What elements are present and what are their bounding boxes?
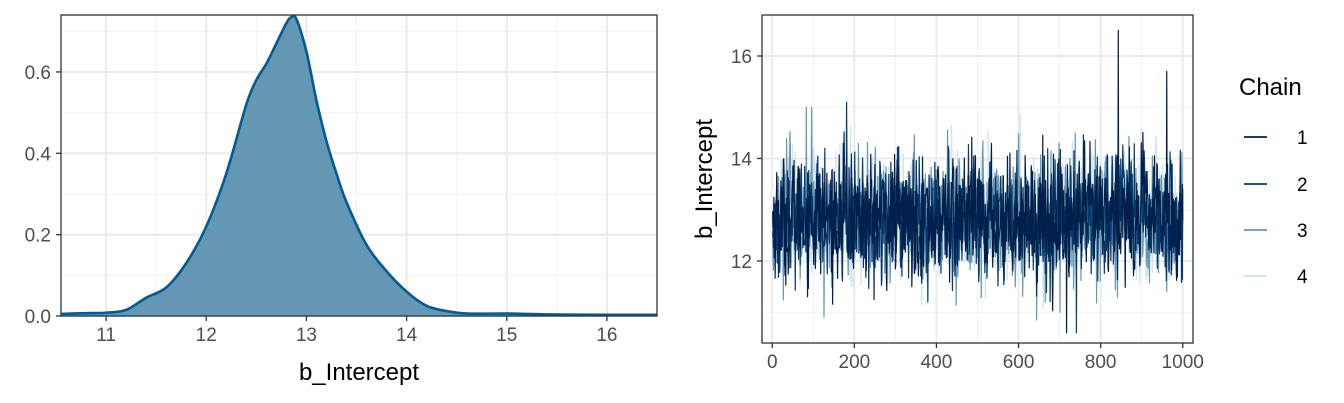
density-curve: [60, 14, 658, 317]
trace-gridlines: [762, 15, 1193, 343]
density-y-tick-label: 0.2: [25, 226, 51, 247]
density-panel: 11 12 13 14 15 16 0.0 0.2 0.4 0.6 b_Intercept: [25, 14, 658, 386]
trace-x-ticks: 0 200 400 600 800 1000: [767, 343, 1204, 373]
density-area: [61, 15, 657, 317]
density-x-tick-label: 15: [496, 325, 517, 346]
legend-label-chain-2: 2: [1297, 175, 1308, 196]
trace-x-tick-label: 0: [767, 352, 778, 373]
legend-title: Chain: [1239, 74, 1302, 101]
trace-x-tick-label: 200: [839, 352, 871, 373]
trace-x-tick-label: 400: [921, 352, 953, 373]
density-x-ticks: 11 12 13 14 15 16: [96, 316, 617, 346]
trace-y-tick-label: 12: [731, 252, 752, 273]
density-panel-border: [60, 14, 658, 317]
density-x-tick-label: 14: [396, 325, 418, 346]
density-y-tick-label: 0.6: [25, 63, 51, 84]
trace-panel: 0 200 400 600 800 1000 12 14 16 b_Intercept: [691, 14, 1204, 373]
trace-lines: [772, 29, 1184, 334]
legend-items: 1 2 3 4: [1244, 128, 1308, 288]
trace-panel-border: [761, 14, 1194, 344]
trace-y-tick-label: 16: [731, 47, 752, 68]
trace-x-tick-label: 800: [1085, 352, 1117, 373]
trace-y-axis-title: b_Intercept: [691, 119, 718, 239]
density-x-tick-label: 16: [596, 325, 617, 346]
legend-label-chain-3: 3: [1297, 221, 1308, 242]
density-x-tick-label: 12: [196, 325, 217, 346]
density-x-tick-label: 11: [96, 325, 116, 346]
trace-y-ticks: 12 14 16: [731, 47, 762, 273]
legend-label-chain-4: 4: [1297, 267, 1308, 288]
density-x-axis-title: b_Intercept: [299, 359, 419, 386]
legend: Chain 1 2 3 4: [1239, 74, 1308, 288]
trace-line-chain-1: [772, 29, 1184, 334]
legend-label-chain-1: 1: [1297, 128, 1308, 149]
density-x-tick-label: 13: [296, 325, 317, 346]
density-y-ticks: 0.0 0.2 0.4 0.6: [25, 63, 61, 328]
trace-y-tick-label: 14: [731, 150, 753, 171]
trace-x-tick-label: 1000: [1162, 352, 1204, 373]
density-y-tick-label: 0.4: [25, 144, 52, 165]
trace-x-tick-label: 600: [1003, 352, 1035, 373]
density-y-tick-label: 0.0: [25, 307, 51, 328]
